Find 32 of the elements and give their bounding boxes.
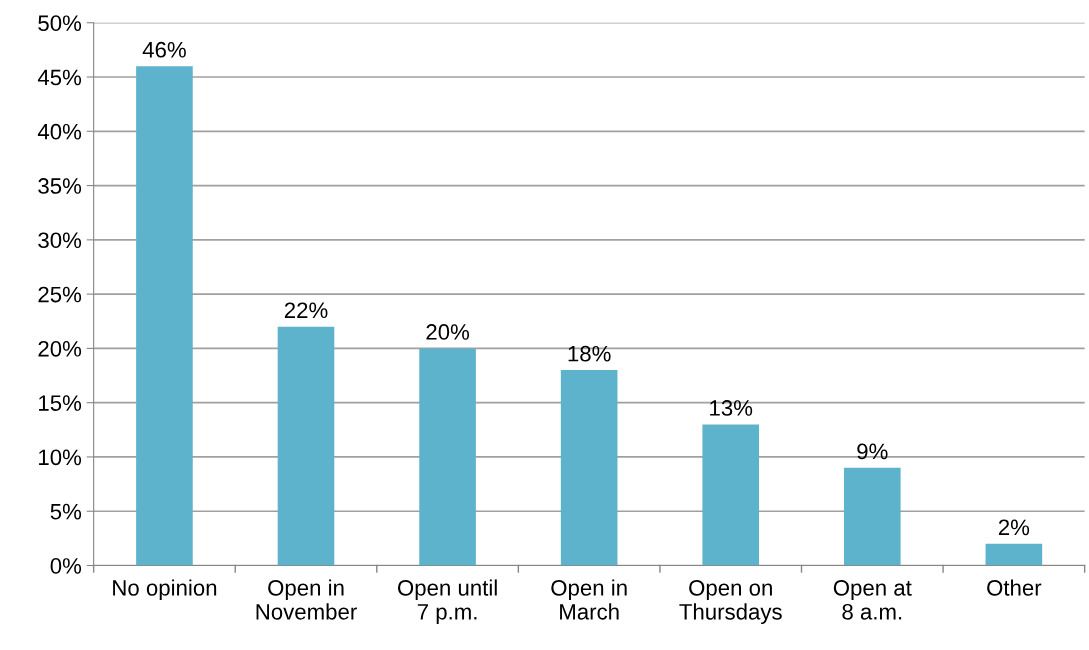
data-label: 18% bbox=[568, 345, 611, 362]
y-tick-label: 15% bbox=[39, 395, 82, 411]
data-label: 46% bbox=[142, 41, 186, 58]
y-tick-label: 50% bbox=[38, 15, 82, 32]
x-tick-label: No opinion bbox=[113, 579, 217, 601]
bar bbox=[136, 66, 193, 566]
x-tick-label: Open on Thursdays bbox=[679, 579, 782, 625]
x-tick-label: Open until 7 p.m. bbox=[397, 579, 497, 625]
y-tick-label: 30% bbox=[38, 232, 82, 249]
y-tick-label: 45% bbox=[37, 69, 82, 86]
bar bbox=[419, 348, 476, 566]
y-tick-label: 40% bbox=[37, 123, 82, 140]
y-tick-label: 35% bbox=[38, 178, 82, 194]
x-tick-label: Open in November bbox=[256, 579, 357, 620]
bar bbox=[702, 424, 760, 566]
y-tick-label: 10% bbox=[39, 449, 82, 466]
y-tick-label: 0% bbox=[50, 558, 82, 574]
data-label: 13% bbox=[710, 400, 753, 416]
x-tick-label: Other bbox=[987, 579, 1042, 596]
data-label: 2% bbox=[998, 519, 1030, 536]
bar bbox=[843, 467, 901, 566]
data-label: 9% bbox=[857, 443, 888, 460]
x-tick-label: Open at 8 a.m. bbox=[833, 579, 912, 620]
y-tick-label: 5% bbox=[50, 503, 82, 520]
y-tick-label: 20% bbox=[38, 340, 82, 357]
y-tick-label: 25% bbox=[38, 286, 82, 303]
bar bbox=[560, 370, 618, 566]
data-label: 20% bbox=[426, 324, 470, 340]
x-tick-label: Open in March bbox=[551, 579, 627, 620]
bar bbox=[985, 543, 1043, 566]
bar bbox=[277, 326, 335, 566]
data-label: 22% bbox=[284, 302, 328, 319]
